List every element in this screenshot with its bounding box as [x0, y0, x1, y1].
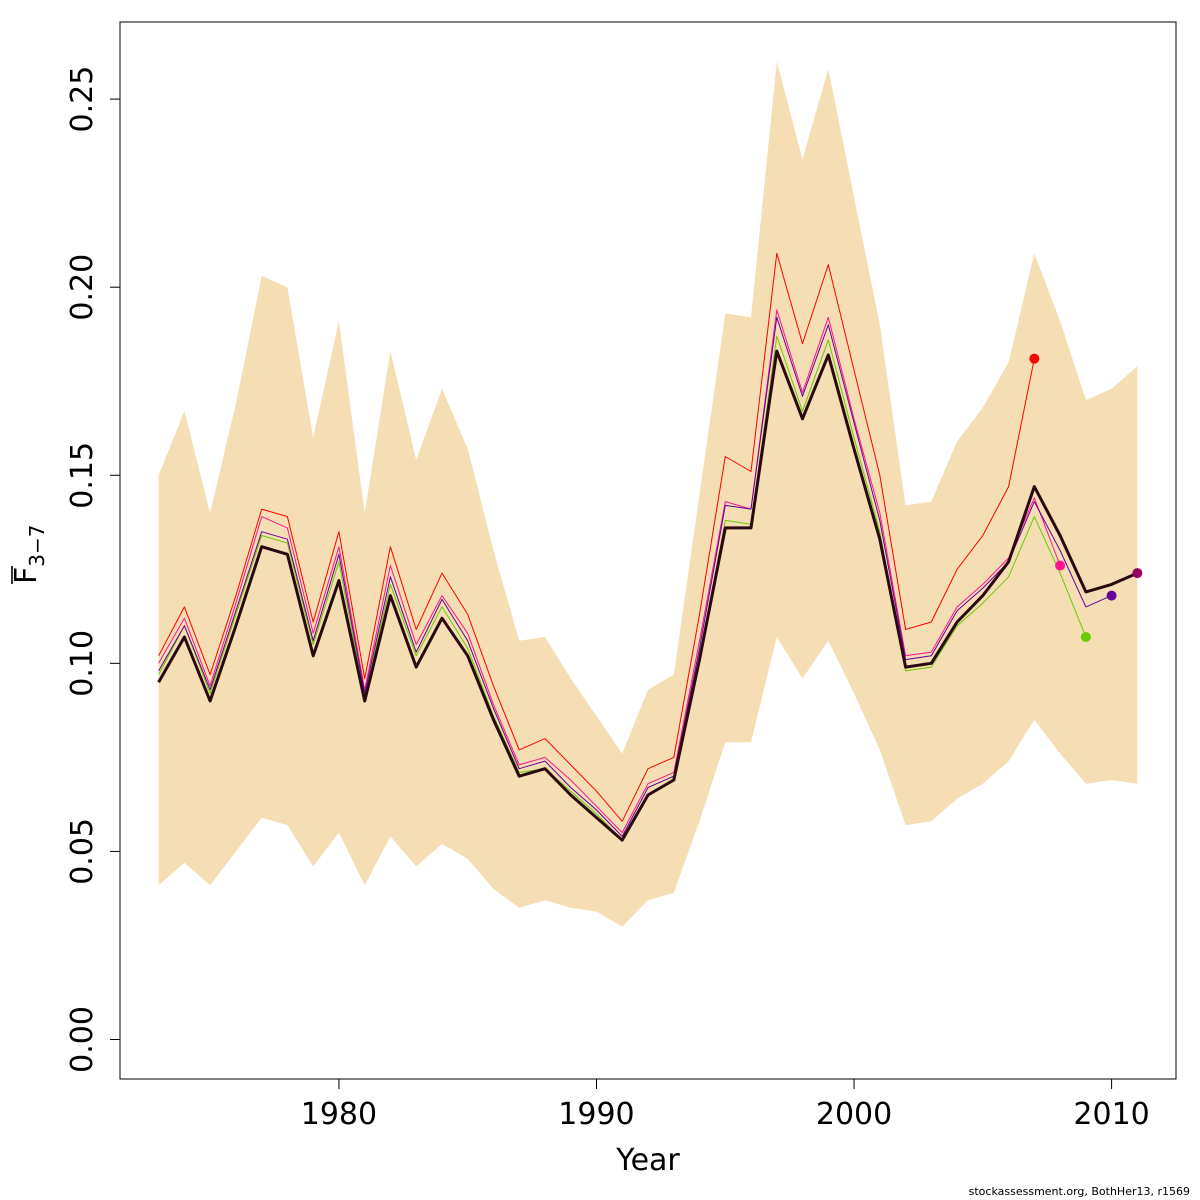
endpoint-layer — [1029, 353, 1143, 643]
x-axis: 1980 1990 2000 2010 — [301, 1079, 1150, 1132]
x-tick-label-1980: 1980 — [301, 1097, 377, 1132]
series-layer — [157, 252, 1139, 842]
y-tick-label-0.20: 0.20 — [65, 254, 100, 321]
x-tick-label-1990: 1990 — [558, 1097, 634, 1132]
y-tick-label-0.25: 0.25 — [65, 66, 100, 133]
endpoint-2011 — [1132, 568, 1143, 579]
endpoint-2009 — [1080, 632, 1091, 643]
y-axis-title-text: F3−7 — [9, 525, 49, 584]
x-axis-title: Year — [615, 1143, 680, 1178]
series-line-2010 — [158, 316, 1112, 837]
confidence-band-layer — [158, 61, 1138, 927]
y-axis-title-sub: 3−7 — [25, 525, 49, 567]
x-tick-label-2000: 2000 — [816, 1097, 892, 1132]
y-tick-label-0.10: 0.10 — [65, 630, 100, 697]
confidence-band — [158, 61, 1138, 927]
series-line-2008 — [158, 309, 1061, 834]
source-credit: stockassessment.org, BothHer13, r1569 — [969, 1185, 1190, 1198]
y-axis-title: F3−7 — [9, 525, 49, 584]
y-tick-label-0.05: 0.05 — [65, 818, 100, 885]
y-axis: 0.00 0.05 0.10 0.15 0.20 0.25 — [65, 66, 120, 1073]
y-tick-label-0.00: 0.00 — [65, 1006, 100, 1073]
series-line-2007 — [158, 252, 1035, 822]
series-line-2011 — [157, 349, 1139, 842]
y-tick-label-0.15: 0.15 — [65, 442, 100, 509]
plot-frame — [119, 21, 1177, 1080]
endpoint-2007 — [1029, 353, 1040, 364]
endpoint-2010 — [1106, 590, 1117, 601]
y-axis-title-main: F — [9, 567, 44, 584]
x-tick-label-2010: 2010 — [1073, 1097, 1149, 1132]
endpoint-2008 — [1055, 560, 1066, 571]
